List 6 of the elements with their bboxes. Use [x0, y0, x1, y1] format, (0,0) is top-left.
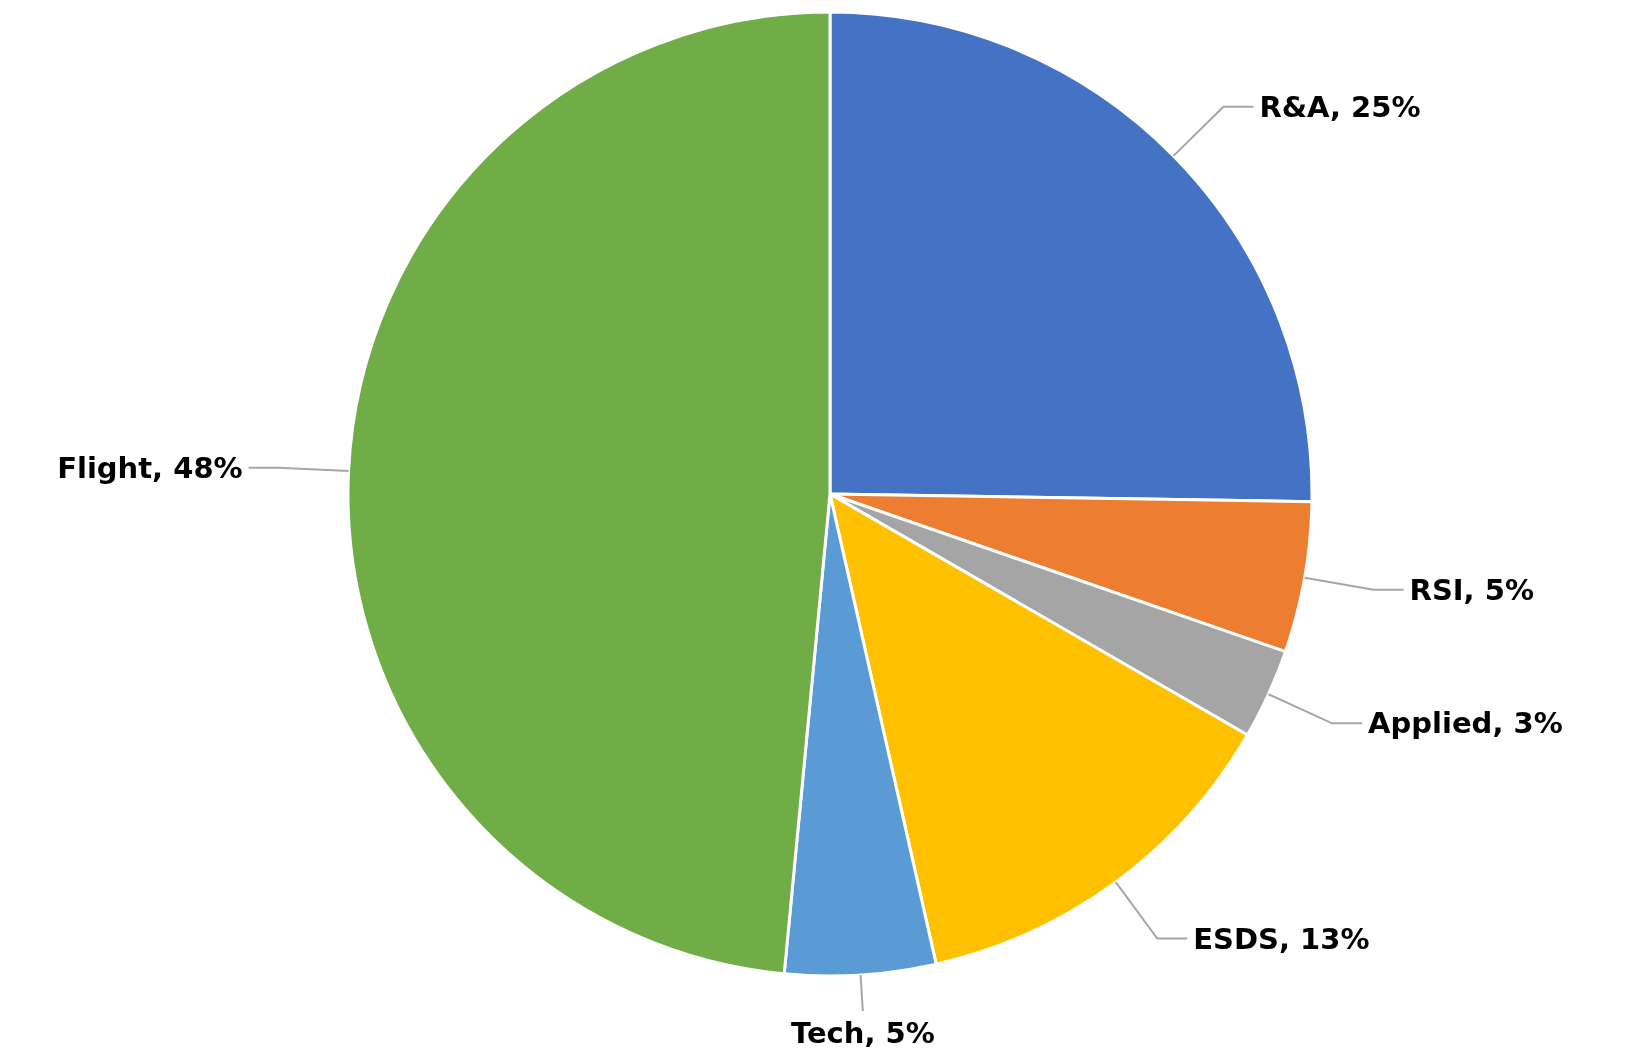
slice-label: R&A, 25% — [1259, 89, 1421, 124]
slice-label: ESDS, 13% — [1193, 921, 1370, 956]
slice-label: RSI, 5% — [1409, 572, 1534, 607]
slice-label: Applied, 3% — [1368, 706, 1563, 741]
slice-label: Tech, 5% — [790, 1015, 935, 1050]
slice-label: Flight, 48% — [57, 450, 243, 485]
